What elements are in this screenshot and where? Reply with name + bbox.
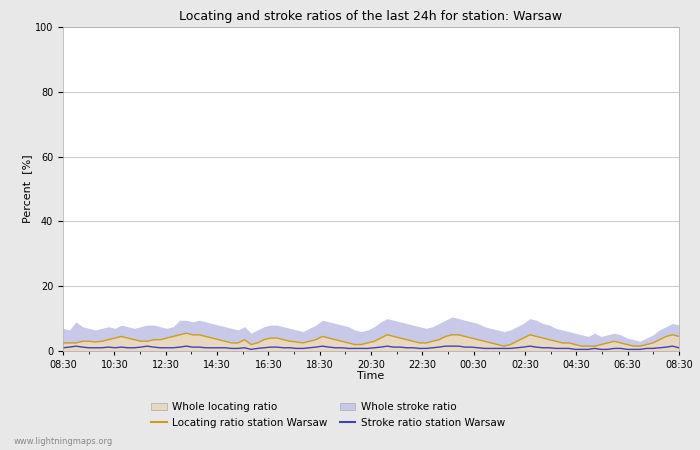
X-axis label: Time: Time — [358, 371, 384, 382]
Legend: Whole locating ratio, Locating ratio station Warsaw, Whole stroke ratio, Stroke : Whole locating ratio, Locating ratio sta… — [147, 398, 509, 432]
Y-axis label: Percent  [%]: Percent [%] — [22, 155, 32, 223]
Text: www.lightningmaps.org: www.lightningmaps.org — [14, 436, 113, 446]
Title: Locating and stroke ratios of the last 24h for station: Warsaw: Locating and stroke ratios of the last 2… — [179, 10, 563, 23]
